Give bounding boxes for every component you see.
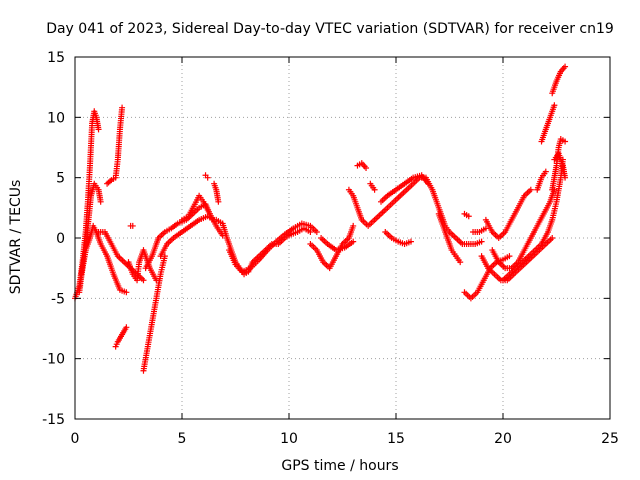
data-point (307, 228, 314, 235)
y-tick-label: 15 (47, 50, 65, 66)
data-point (129, 222, 136, 229)
data-point (350, 222, 357, 229)
data-point (123, 324, 130, 331)
data-point (95, 126, 102, 133)
data-point (425, 180, 432, 187)
data-point (407, 238, 414, 245)
data-point (140, 277, 147, 284)
data-point (363, 165, 370, 172)
x-tick-label: 5 (178, 431, 187, 447)
data-point (215, 198, 222, 205)
y-tick-label: -5 (51, 291, 65, 307)
chart-title: Day 041 of 2023, Sidereal Day-to-day VTE… (46, 21, 614, 37)
data-point (123, 289, 130, 296)
data-point (506, 253, 513, 260)
data-point (549, 235, 556, 241)
y-tick-label: -10 (42, 352, 65, 368)
data-point (551, 102, 558, 109)
data-point (457, 259, 464, 266)
y-axis-label: SDTVAR / TECUs (8, 180, 24, 295)
y-tick-label: 0 (56, 231, 65, 247)
data-point (97, 198, 104, 205)
y-tick-label: 5 (56, 171, 65, 187)
data-point (313, 228, 320, 235)
data-series (72, 63, 569, 374)
x-tick-label: 20 (494, 431, 512, 447)
data-point (465, 213, 472, 220)
data-point (562, 63, 569, 70)
y-tick-label: -15 (42, 412, 65, 428)
data-point (350, 238, 357, 245)
data-point (204, 174, 211, 181)
data-point (527, 186, 534, 193)
y-tick-label: 10 (47, 110, 65, 126)
x-tick-label: 0 (71, 431, 80, 447)
data-point (371, 186, 378, 193)
data-point (119, 104, 126, 111)
x-tick-label: 10 (280, 431, 298, 447)
data-point (206, 210, 213, 217)
data-point (478, 238, 485, 245)
x-tick-label: 15 (387, 431, 405, 447)
x-tick-label: 25 (601, 431, 619, 447)
axes: 0 5 10 15 20 25 -15 -10 -5 0 5 10 15 (42, 50, 619, 447)
data-point (562, 174, 569, 181)
data-point (562, 138, 569, 145)
data-point (542, 168, 549, 175)
x-axis-label: GPS time / hours (281, 458, 398, 474)
